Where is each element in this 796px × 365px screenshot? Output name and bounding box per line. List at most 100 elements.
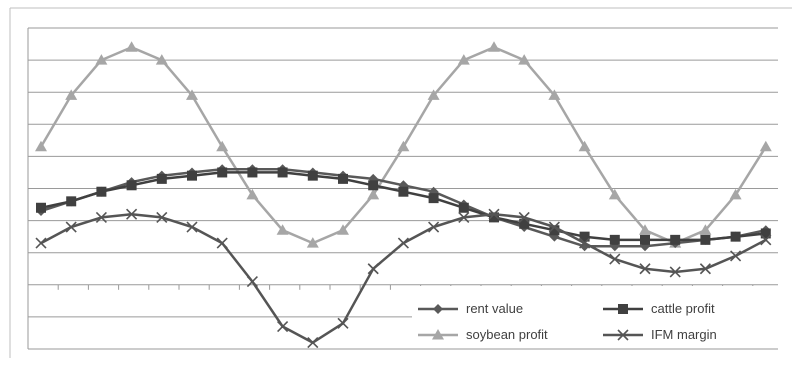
x-marker-stroke xyxy=(579,237,591,249)
data-point-ifm-margin xyxy=(579,237,591,249)
data-point-soybean-profit xyxy=(397,140,410,152)
data-point-cattle-profit xyxy=(126,180,137,191)
data-point-soybean-profit xyxy=(427,89,440,100)
gridlines xyxy=(27,27,778,350)
plot-frame xyxy=(9,7,792,358)
data-point-ifm-margin xyxy=(488,208,500,220)
data-point-ifm-margin xyxy=(216,237,228,249)
data-point-soybean-profit xyxy=(699,224,712,235)
data-point-cattle-profit xyxy=(36,202,46,213)
data-point-cattle-profit xyxy=(609,234,620,245)
data-point-ifm-margin xyxy=(246,276,258,288)
x-marker-stroke xyxy=(397,237,409,249)
legend-item-ifm-margin: IFM margin xyxy=(603,327,717,342)
data-point-ifm-margin xyxy=(186,221,198,233)
data-point-cattle-profit xyxy=(156,173,167,184)
x-marker-stroke xyxy=(699,263,711,275)
x-marker-stroke xyxy=(458,211,470,223)
x-marker-stroke xyxy=(488,208,500,220)
data-point-cattle-profit xyxy=(760,228,771,239)
x-marker-stroke xyxy=(126,208,138,220)
data-point-soybean-profit xyxy=(65,89,78,100)
data-point-soybean-profit xyxy=(95,54,108,65)
data-point-cattle-profit xyxy=(519,218,530,229)
data-point-soybean-profit xyxy=(457,54,470,65)
x-marker-stroke xyxy=(246,276,258,288)
legend-item-rent-value: rent value xyxy=(418,301,523,316)
legend-marker-ifm-margin xyxy=(603,329,643,341)
data-point-cattle-profit xyxy=(700,234,711,245)
data-point-ifm-margin xyxy=(156,211,168,223)
series-soybean-profit xyxy=(35,41,772,248)
legend-symbol xyxy=(618,304,628,314)
data-point-ifm-margin xyxy=(126,208,138,220)
x-marker-stroke xyxy=(609,253,621,265)
data-point-soybean-profit xyxy=(216,140,229,152)
data-point-ifm-margin xyxy=(730,250,742,262)
x-marker-stroke xyxy=(367,263,379,275)
data-point-cattle-profit xyxy=(368,180,379,191)
legend-background xyxy=(412,286,790,348)
legend-label-soybean-profit: soybean profit xyxy=(466,327,548,342)
x-marker-stroke xyxy=(337,317,349,329)
x-marker-stroke xyxy=(216,237,228,249)
data-point-ifm-margin xyxy=(669,266,681,278)
legend: rent value cattle profit soybean profit … xyxy=(412,286,790,348)
data-point-soybean-profit xyxy=(729,188,742,200)
data-point-cattle-profit xyxy=(247,167,258,178)
data-point-ifm-margin xyxy=(518,211,530,223)
x-marker-stroke xyxy=(428,221,440,233)
data-point-cattle-profit xyxy=(489,212,499,223)
data-point-cattle-profit xyxy=(640,234,650,245)
data-point-ifm-margin xyxy=(277,320,289,333)
x-marker-stroke xyxy=(518,211,530,223)
data-point-cattle-profit xyxy=(549,225,560,236)
data-point-cattle-profit xyxy=(307,170,318,181)
x-marker-stroke xyxy=(617,329,629,341)
data-point-soybean-profit xyxy=(578,140,591,152)
data-point-ifm-margin xyxy=(95,211,107,223)
data-point-soybean-profit xyxy=(548,89,561,100)
x-marker-stroke xyxy=(760,234,772,246)
legend-marker-soybean-profit xyxy=(418,329,458,340)
legend-symbol xyxy=(617,329,629,341)
data-point-soybean-profit xyxy=(367,188,380,200)
data-point-cattle-profit xyxy=(398,186,409,197)
data-point-soybean-profit xyxy=(276,224,289,235)
data-point-ifm-margin xyxy=(548,221,560,233)
data-point-cattle-profit xyxy=(730,231,741,242)
series-cattle-profit xyxy=(36,167,771,245)
data-point-cattle-profit xyxy=(96,186,107,197)
x-marker-stroke xyxy=(156,211,168,223)
x-marker-stroke xyxy=(548,221,560,233)
series-ifm-margin xyxy=(35,208,772,349)
x-marker-stroke xyxy=(730,250,742,262)
x-marker-stroke xyxy=(95,211,107,223)
data-point-ifm-margin xyxy=(337,317,349,329)
data-point-cattle-profit xyxy=(217,167,228,178)
data-point-ifm-margin xyxy=(367,263,379,275)
legend-symbol xyxy=(433,304,443,314)
data-point-soybean-profit xyxy=(35,140,47,152)
data-point-soybean-profit xyxy=(518,54,531,65)
data-point-soybean-profit xyxy=(306,237,319,248)
data-point-ifm-margin xyxy=(65,221,77,233)
x-marker-stroke xyxy=(35,237,47,249)
data-point-soybean-profit xyxy=(488,41,500,52)
data-point-soybean-profit xyxy=(608,188,621,200)
series-layer xyxy=(35,41,772,349)
data-point-soybean-profit xyxy=(639,224,651,235)
data-point-ifm-margin xyxy=(35,237,47,249)
x-marker-stroke xyxy=(639,263,651,275)
legend-label-ifm-margin: IFM margin xyxy=(651,327,717,342)
legend-label-cattle-profit: cattle profit xyxy=(651,301,715,316)
x-marker-stroke xyxy=(186,221,198,233)
data-point-ifm-margin xyxy=(639,263,651,275)
data-point-ifm-margin xyxy=(397,237,409,249)
x-marker-stroke xyxy=(65,221,77,233)
data-point-soybean-profit xyxy=(246,188,259,200)
x-marker-stroke xyxy=(669,266,681,278)
legend-marker-cattle-profit xyxy=(603,304,643,314)
data-point-soybean-profit xyxy=(337,224,349,235)
